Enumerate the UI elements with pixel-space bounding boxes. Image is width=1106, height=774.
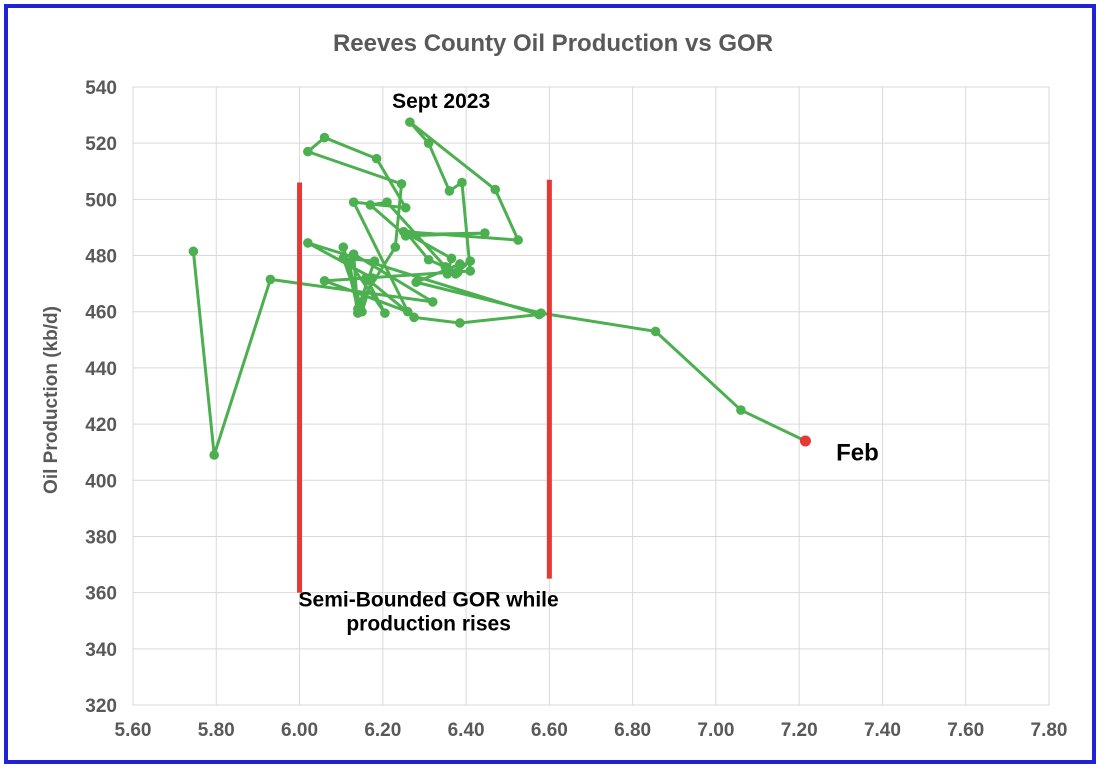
data-point [338, 253, 349, 264]
data-point [396, 179, 407, 189]
data-point [390, 242, 401, 252]
data-point [423, 138, 434, 148]
x-tick-label: 6.80 [614, 720, 651, 741]
y-tick-label: 520 [85, 134, 117, 155]
annotations: Sept 2023 Feb Semi-Bounded GOR while pro… [299, 90, 879, 635]
data-point [423, 254, 434, 265]
data-point [319, 132, 330, 143]
data-point [465, 256, 476, 266]
plot-area-border [132, 86, 1050, 706]
data-point [303, 146, 313, 157]
x-tick-label: 5.60 [115, 720, 152, 741]
x-tick-label: 6.40 [448, 720, 485, 741]
y-tick-label: 360 [85, 584, 117, 605]
x-tick-label: 7.20 [781, 720, 818, 741]
data-point [367, 273, 378, 283]
y-tick-label: 340 [85, 640, 117, 661]
y-tick-label: 380 [85, 527, 117, 548]
data-point [303, 238, 313, 248]
x-tick-labels: 5.60 5.80 6.00 6.20 6.40 6.60 6.80 7.00 7.20 7.40… [115, 720, 1068, 741]
x-tick-label: 7.80 [1031, 720, 1068, 741]
data-point [355, 298, 365, 309]
data-point [736, 405, 746, 415]
data-point [403, 229, 413, 240]
y-axis-label: Oil Production (kb/d) [41, 306, 62, 494]
data-point [338, 242, 349, 252]
data-point [405, 117, 415, 127]
data-point [446, 253, 457, 264]
data-point [452, 267, 463, 278]
y-tick-label: 320 [85, 696, 117, 717]
x-tick-label: 7.40 [864, 720, 901, 741]
x-tick-label: 6.60 [531, 720, 568, 741]
data-point [188, 246, 199, 257]
data-point [411, 277, 421, 288]
y-tick-labels: 320 340 360 380 400 420 440 460 480 500 520 540 [85, 78, 117, 717]
data-point [382, 197, 392, 207]
red-vertical-lines [297, 179, 552, 593]
y-tick-label: 500 [85, 190, 117, 211]
annotation-semi-bounded-line2: production rises [346, 613, 511, 636]
data-point [465, 266, 476, 276]
data-point [409, 312, 419, 323]
y-tick-label: 420 [85, 415, 117, 436]
y-tick-label: 460 [85, 303, 117, 324]
y-tick-label: 400 [85, 471, 117, 492]
data-point [403, 306, 413, 317]
annotation-sept-2023: Sept 2023 [392, 90, 490, 113]
x-tick-label: 7.00 [697, 720, 734, 741]
y-tick-label: 440 [85, 359, 117, 380]
data-point [348, 249, 359, 259]
data-point [457, 177, 467, 188]
data-point [440, 261, 451, 272]
data-series [188, 117, 811, 460]
data-point [490, 184, 501, 195]
data-point [319, 276, 330, 286]
data-point [536, 308, 546, 318]
data-point [480, 228, 490, 238]
data-point [455, 318, 465, 328]
data-point [400, 202, 411, 213]
y-tick-label: 540 [85, 78, 117, 99]
data-point [365, 200, 376, 210]
y-tick-label: 480 [85, 247, 117, 268]
data-point [369, 256, 380, 266]
x-tick-label: 6.00 [281, 720, 318, 741]
data-point [650, 326, 661, 337]
data-point [371, 153, 382, 164]
latest-data-point [799, 435, 811, 447]
series-line [191, 120, 807, 457]
data-point [380, 308, 390, 318]
data-point [427, 297, 438, 307]
x-tick-label: 7.60 [947, 720, 984, 741]
grid-lines [132, 86, 1050, 706]
data-point [265, 274, 276, 285]
annotation-semi-bounded-line1: Semi-Bounded GOR while [299, 589, 559, 612]
data-point [348, 197, 359, 207]
x-tick-label: 6.20 [364, 720, 401, 741]
data-point [455, 259, 465, 269]
chart-title: Reeves County Oil Production vs GOR [332, 30, 774, 57]
data-point [513, 235, 523, 245]
x-tick-label: 5.80 [198, 720, 235, 741]
annotation-feb: Feb [836, 440, 879, 467]
data-point [444, 186, 455, 196]
data-point [209, 450, 219, 460]
